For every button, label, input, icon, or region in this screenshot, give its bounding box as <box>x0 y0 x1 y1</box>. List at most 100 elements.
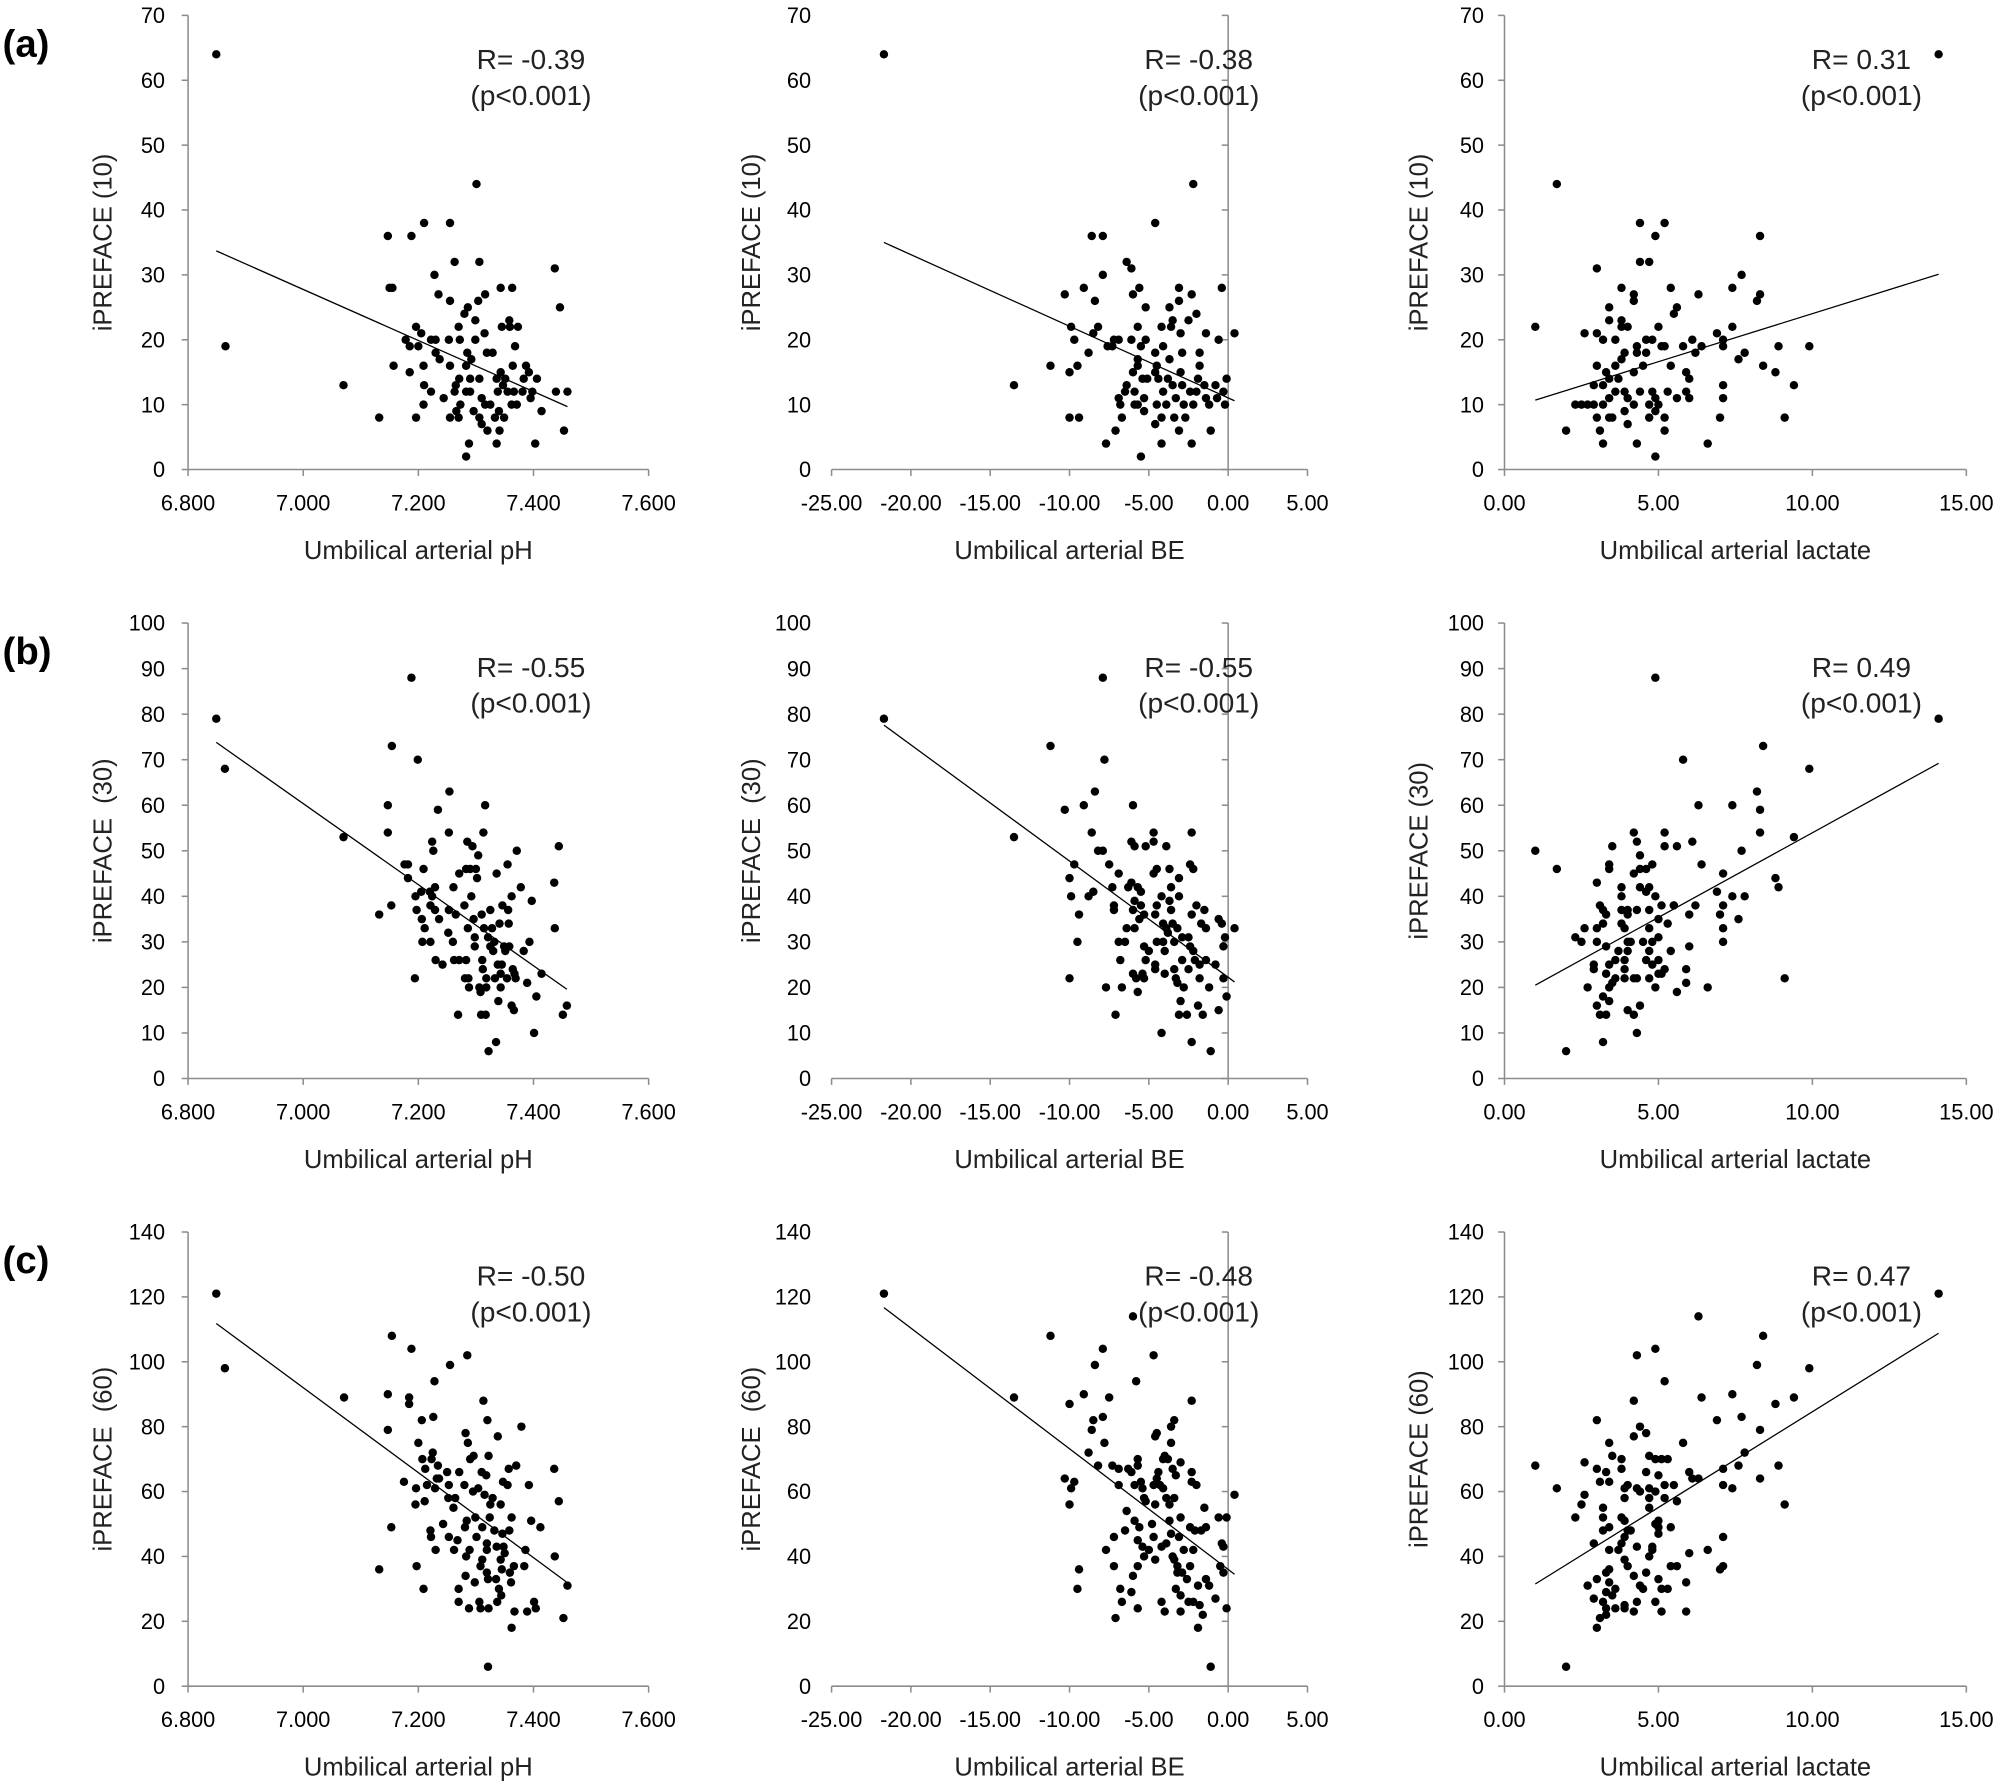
data-point <box>1187 1396 1196 1405</box>
data-point <box>444 1532 454 1542</box>
data-point <box>1187 439 1196 448</box>
y-axis-title: iPREFACE (10) <box>1406 154 1434 332</box>
x-axis-title: Umbilical arterial BE <box>954 1146 1184 1174</box>
data-point <box>491 1037 501 1047</box>
y-tick-label: 20 <box>141 1609 165 1634</box>
data-point <box>339 1393 349 1402</box>
data-point <box>1009 1393 1019 1402</box>
data-point <box>1592 1574 1602 1584</box>
data-point <box>454 374 464 383</box>
data-point <box>498 901 507 910</box>
data-point <box>453 1535 462 1545</box>
y-axis-title: iPREFACE (10) <box>89 154 117 332</box>
data-point <box>445 218 455 228</box>
data-point <box>419 1584 428 1594</box>
data-point <box>1195 361 1204 370</box>
data-point <box>1728 892 1737 901</box>
data-point <box>1623 1005 1632 1015</box>
data-point <box>1189 1545 1198 1555</box>
data-point <box>518 387 527 396</box>
data-point <box>1657 901 1666 910</box>
x-tick-label: 6.800 <box>161 1707 215 1732</box>
data-point <box>1561 1662 1571 1671</box>
p-value: (p<0.001) <box>1801 688 1922 719</box>
data-point <box>1598 1597 1608 1607</box>
data-point <box>1187 1467 1196 1477</box>
data-point <box>1644 413 1654 422</box>
data-point <box>1163 1454 1173 1464</box>
data-point <box>399 1477 409 1487</box>
data-point <box>505 1568 515 1577</box>
data-point <box>1074 910 1084 919</box>
data-point <box>491 1574 501 1584</box>
x-tick-label: -20.00 <box>880 490 942 515</box>
data-point <box>1728 1484 1737 1493</box>
data-point <box>507 283 517 293</box>
data-point <box>1604 1578 1614 1587</box>
data-point <box>1771 873 1780 883</box>
data-point <box>492 1542 501 1551</box>
x-tick-label: -15.00 <box>959 1099 1021 1124</box>
data-point <box>1660 1377 1669 1386</box>
data-point <box>383 1425 393 1435</box>
data-point <box>475 257 484 267</box>
data-point <box>427 1454 436 1464</box>
data-point <box>383 1390 393 1399</box>
data-point <box>1694 290 1703 299</box>
data-point <box>1141 1497 1150 1506</box>
x-tick-label: 15.00 <box>1939 1099 1993 1124</box>
data-point <box>1681 1607 1691 1616</box>
data-point <box>1166 1422 1176 1431</box>
data-point <box>1718 923 1728 933</box>
data-point <box>473 1484 483 1493</box>
data-point <box>483 1574 493 1584</box>
data-point <box>499 413 509 422</box>
data-point <box>1182 1010 1192 1019</box>
data-point <box>1712 329 1722 338</box>
panel-label-c: (c) <box>3 1239 50 1282</box>
data-point <box>1638 1584 1648 1594</box>
data-point <box>1135 283 1144 293</box>
data-point <box>1718 393 1728 403</box>
data-point <box>1117 1597 1127 1607</box>
data-point <box>1130 842 1139 851</box>
data-point <box>454 1584 463 1594</box>
data-point <box>555 303 565 312</box>
data-point <box>1165 896 1174 906</box>
data-point <box>550 1552 560 1561</box>
data-point <box>1116 400 1125 409</box>
data-point <box>1198 1010 1208 1019</box>
data-point <box>444 335 454 345</box>
data-point <box>1617 322 1626 332</box>
data-point <box>1149 1351 1158 1360</box>
data-point <box>492 869 501 878</box>
data-point <box>463 303 473 312</box>
data-point <box>1133 361 1142 370</box>
data-point <box>1648 335 1657 345</box>
data-point <box>470 1578 479 1587</box>
p-value: (p<0.001) <box>1138 80 1259 111</box>
data-point <box>473 296 483 306</box>
data-point <box>484 1604 493 1613</box>
data-point <box>1201 1574 1211 1584</box>
data-point <box>1179 400 1188 409</box>
data-point <box>1184 316 1193 325</box>
data-point <box>1173 978 1182 988</box>
y-tick-label: 60 <box>787 1479 811 1504</box>
y-tick-label: 10 <box>141 1021 165 1046</box>
data-point <box>1592 1464 1602 1474</box>
p-value: (p<0.001) <box>470 1297 591 1328</box>
data-point <box>1195 974 1204 983</box>
data-point <box>429 1412 438 1422</box>
y-tick-label: 40 <box>787 198 811 223</box>
data-point <box>1758 1331 1768 1341</box>
y-tick-label: 70 <box>1460 747 1484 772</box>
data-point <box>1685 374 1694 383</box>
data-point <box>1116 955 1125 965</box>
data-point <box>1195 348 1204 357</box>
data-point <box>1120 1526 1130 1535</box>
data-point <box>1200 380 1209 390</box>
data-point <box>1111 1010 1120 1019</box>
data-point <box>1165 1500 1174 1509</box>
data-point <box>1654 1471 1663 1480</box>
